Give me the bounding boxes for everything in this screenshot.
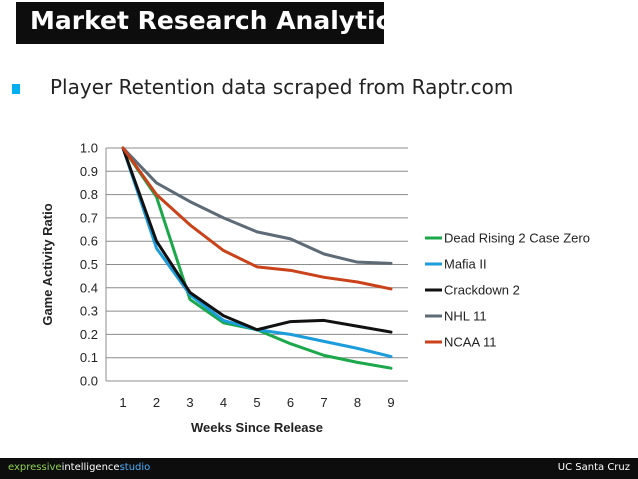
legend-label: NCAA 11	[444, 335, 497, 350]
footer-brand-part3: studio	[119, 462, 151, 473]
y-tick-label: 0.9	[80, 164, 98, 179]
y-tick-label: 0.7	[80, 210, 98, 225]
x-tick-label: 2	[153, 395, 160, 410]
bullet-text: Player Retention data scraped from Raptr…	[50, 75, 514, 99]
y-tick-label: 0.6	[80, 234, 98, 249]
series-line-4	[121, 146, 393, 265]
y-tick-label: 0.3	[80, 304, 98, 319]
y-tick-label: 0.8	[80, 187, 98, 202]
y-tick-labels: 0.0 0.1 0.2 0.3 0.4 0.5 0.6 0.7 0.8 0.9 1.0	[80, 141, 98, 389]
footer-brand-part1: expressive	[8, 462, 62, 473]
x-tick-label: 5	[253, 395, 260, 410]
series-lines	[121, 146, 393, 370]
y-tick-label: 0.0	[80, 374, 98, 389]
legend-label: Mafia II	[444, 257, 487, 272]
slide-title: Market Research Analytics	[30, 6, 406, 35]
y-tick-label: 0.1	[80, 350, 98, 365]
series-line-3	[121, 146, 393, 334]
legend-label: Crackdown 2	[444, 283, 520, 298]
series-line-5	[121, 146, 393, 291]
x-tick-label: 9	[387, 395, 394, 410]
y-tick-label: 0.5	[80, 257, 98, 272]
x-axis-label: Weeks Since Release	[191, 420, 323, 435]
y-tick-label: 0.2	[80, 327, 98, 342]
legend-label: Dead Rising 2 Case Zero	[444, 231, 590, 246]
x-tick-label: 1	[119, 395, 126, 410]
x-tick-label: 6	[287, 395, 294, 410]
legend: Dead Rising 2 Case Zero Mafia II Crackdown…	[425, 231, 590, 350]
x-tick-label: 7	[320, 395, 327, 410]
bullet-icon	[12, 84, 20, 94]
footer: expressiveintelligencestudio UC Santa Cr…	[0, 458, 638, 479]
x-tick-label: 8	[354, 395, 361, 410]
x-tick-labels: 1 2 3 4 5 6 7 8 9	[119, 395, 394, 410]
y-axis-label: Game Activity Ratio	[40, 203, 55, 325]
retention-chart: 0.0 0.1 0.2 0.3 0.4 0.5 0.6 0.7 0.8 0.9 1.0 1 2 3 4 5 6…	[40, 141, 590, 436]
y-tick-label: 0.4	[80, 280, 98, 295]
y-tick-label: 1.0	[80, 141, 98, 156]
footer-brand-part2: intelligence	[61, 462, 120, 473]
title-box	[16, 2, 384, 44]
footer-brand: expressiveintelligencestudio	[8, 462, 150, 473]
x-tick-label: 3	[186, 395, 193, 410]
footer-institution: UC Santa Cruz	[557, 462, 630, 473]
title-bar: Market Research Analytics	[0, 0, 638, 48]
gridlines	[105, 147, 408, 382]
x-tick-label: 4	[220, 395, 227, 410]
legend-label: NHL 11	[444, 309, 487, 324]
